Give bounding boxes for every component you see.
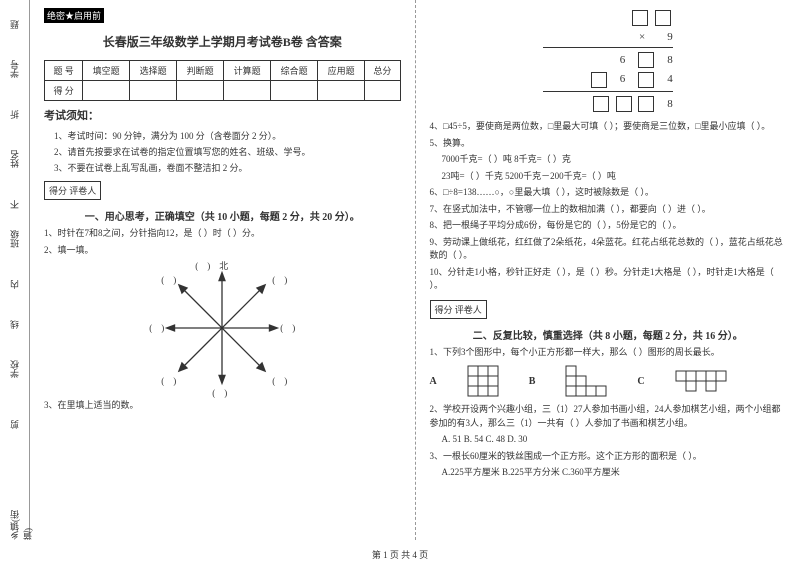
spine-id: 学号: [8, 60, 21, 78]
s2q1: 1、下列3个图形中，每个小正方形都一样大，那么（ ）图形的周长最长。: [430, 346, 787, 360]
multiplication-problem: × 9 6 8 6 4 8: [543, 10, 673, 112]
score-table: 题 号 填空题 选择题 判断题 计算题 综合题 应用题 总分 得 分: [44, 60, 401, 101]
q9: 9、劳动课上做纸花，红红做了2朵纸花，4朵蓝花。红花占纸花总数的（ ），蓝花占纸…: [430, 236, 787, 263]
spine-cut: 剪: [8, 420, 21, 429]
left-column: 绝密★启用前 长春版三年级数学上学期月考试卷B卷 含答案 题 号 填空题 选择题…: [30, 0, 416, 540]
th-num: 题 号: [45, 61, 83, 81]
spine-no: 不: [8, 200, 21, 209]
section-1-title: 一、用心思考，正确填空（共 10 小题，每题 2 分，共 20 分）。: [44, 208, 401, 223]
q4: 4、□45÷5，要使商是两位数，□里最大可填（ ）；要使商是三位数，□里最小应填…: [430, 120, 787, 134]
q5b: 23吨=（ ）千克 5200千克－200千克=（ ）吨: [442, 170, 787, 184]
th-calc: 计算题: [224, 61, 271, 81]
label-c: C: [637, 376, 644, 387]
s2q2: 2、学校开设两个兴趣小组，三（1）27人参加书画小组，24人参加棋艺小组，两个小…: [430, 403, 787, 430]
notice-3: 3、不要在试卷上乱写乱画，卷面不整洁扣 2 分。: [54, 161, 401, 174]
section-2-title: 二、反复比较，慎重选择（共 8 小题，每题 2 分，共 16 分）。: [430, 327, 787, 342]
th-total: 总分: [365, 61, 400, 81]
compass-north: 北: [219, 259, 228, 272]
exam-title: 长春版三年级数学上学期月考试卷B卷 含答案: [44, 33, 401, 50]
s2q3: 3、一根长60厘米的铁丝围成一个正方形。这个正方形的面积是（ ）。: [430, 450, 787, 464]
spine-ti: 题: [8, 20, 21, 29]
th-judge: 判断题: [177, 61, 224, 81]
spine-name: 姓名: [8, 150, 21, 168]
right-column: × 9 6 8 6 4 8 4、□45÷5，要使商是两位数，□里最大可填（ ）；…: [416, 0, 800, 540]
compass-diagram: 北 ( ) ( ) ( ) ( ) ( ) ( ) ( ) ( ): [157, 263, 287, 393]
s2q2o: A. 51 B. 54 C. 48 D. 30: [442, 433, 787, 447]
label-a: A: [430, 376, 437, 387]
scorer-box-2: 得分 评卷人: [430, 300, 487, 319]
secret-label: 绝密★启用前: [44, 8, 104, 23]
th-comp: 综合题: [271, 61, 318, 81]
th-fill: 填空题: [83, 61, 130, 81]
notice-1: 1、考试时间：90 分钟，满分为 100 分（含卷面分 2 分）。: [54, 129, 401, 142]
spine-class: 班级: [8, 230, 21, 248]
spine-inner: 内: [8, 280, 21, 289]
shape-options: A B C: [430, 365, 787, 397]
spine-school: 学校: [8, 360, 21, 378]
label-b: B: [529, 376, 536, 387]
spine-line: 线: [8, 320, 21, 329]
shape-a: [467, 365, 499, 397]
q8: 8、把一根绳子平均分成6份，每份是它的（ ），5份是它的（ ）。: [430, 219, 787, 233]
q2: 2、填一填。: [44, 244, 401, 258]
shape-c: [675, 370, 735, 392]
th-choice: 选择题: [130, 61, 177, 81]
scorer-box-1: 得分 评卷人: [44, 181, 101, 200]
s2q3o: A.225平方厘米 B.225平方分米 C.360平方厘米: [442, 466, 787, 480]
q10: 10、分针走1小格，秒针正好走（ ），是（ ）秒。分针走1大格是（ ），时针走1…: [430, 266, 787, 293]
notice-2: 2、请首先按要求在试卷的指定位置填写您的姓名、班级、学号。: [54, 145, 401, 158]
binding-spine: 乡镇(街道) 剪 学校 线 内 班级 不 姓名 折 学号 题: [0, 0, 30, 540]
th-app: 应用题: [318, 61, 365, 81]
page-footer: 第 1 页 共 4 页: [0, 548, 800, 561]
q5a: 7000千克=（ ）吨 8千克=（ ）克: [442, 153, 787, 167]
notice-title: 考试须知：: [44, 107, 401, 123]
shape-b: [565, 365, 607, 397]
q1: 1、时针在7和8之间，分针指向12，是（ ）时（ ）分。: [44, 227, 401, 241]
q7: 7、在竖式加法中，不管哪一位上的数相加满（ ），都要向（ ）进（ ）。: [430, 203, 787, 217]
td-score: 得 分: [45, 81, 83, 101]
q3: 3、在里填上适当的数。: [44, 399, 401, 413]
q5: 5、换算。: [430, 137, 787, 151]
q6: 6、□÷8=138……○，○里最大填（ ），这时被除数是（ ）。: [430, 186, 787, 200]
spine-fold: 折: [8, 110, 21, 119]
